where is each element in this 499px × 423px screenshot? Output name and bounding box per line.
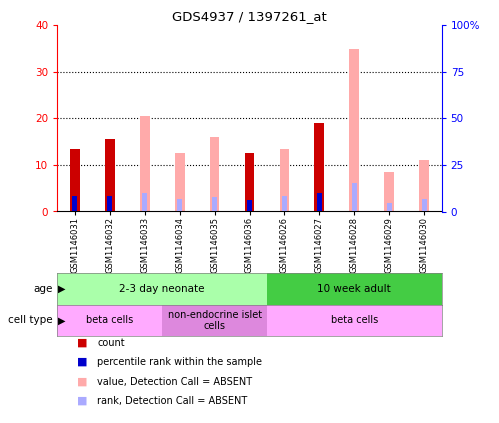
- Bar: [70, 149, 80, 212]
- Bar: [282, 196, 287, 212]
- Text: beta cells: beta cells: [86, 316, 133, 325]
- Bar: [105, 140, 115, 212]
- Bar: [387, 203, 392, 212]
- Bar: [142, 193, 147, 212]
- Bar: [267, 305, 442, 336]
- Text: ■: ■: [77, 396, 88, 406]
- Bar: [57, 305, 162, 336]
- Text: age: age: [33, 284, 52, 294]
- Text: count: count: [97, 338, 125, 348]
- Bar: [175, 154, 185, 212]
- Bar: [72, 196, 77, 212]
- Bar: [314, 123, 324, 212]
- Bar: [212, 197, 217, 212]
- Text: cell type: cell type: [8, 316, 52, 325]
- Bar: [247, 201, 252, 212]
- Text: value, Detection Call = ABSENT: value, Detection Call = ABSENT: [97, 376, 252, 387]
- Text: ▶: ▶: [58, 316, 66, 325]
- Bar: [177, 199, 182, 212]
- Text: 10 week adult: 10 week adult: [317, 284, 391, 294]
- Text: beta cells: beta cells: [331, 316, 378, 325]
- Bar: [107, 196, 112, 212]
- Bar: [162, 305, 267, 336]
- Title: GDS4937 / 1397261_at: GDS4937 / 1397261_at: [172, 10, 327, 23]
- Bar: [245, 154, 254, 212]
- Bar: [384, 172, 394, 212]
- Text: ■: ■: [77, 338, 88, 348]
- Bar: [210, 137, 220, 212]
- Bar: [422, 199, 427, 212]
- Text: ■: ■: [77, 376, 88, 387]
- Text: ■: ■: [77, 357, 88, 367]
- Bar: [317, 193, 322, 212]
- Bar: [140, 116, 150, 212]
- Text: rank, Detection Call = ABSENT: rank, Detection Call = ABSENT: [97, 396, 248, 406]
- Bar: [279, 149, 289, 212]
- Text: ▶: ▶: [58, 284, 66, 294]
- Bar: [349, 49, 359, 212]
- Bar: [352, 183, 357, 212]
- Bar: [267, 273, 442, 305]
- Text: 2-3 day neonate: 2-3 day neonate: [119, 284, 205, 294]
- Bar: [57, 273, 267, 305]
- Text: percentile rank within the sample: percentile rank within the sample: [97, 357, 262, 367]
- Bar: [419, 160, 429, 212]
- Text: non-endocrine islet
cells: non-endocrine islet cells: [168, 310, 261, 331]
